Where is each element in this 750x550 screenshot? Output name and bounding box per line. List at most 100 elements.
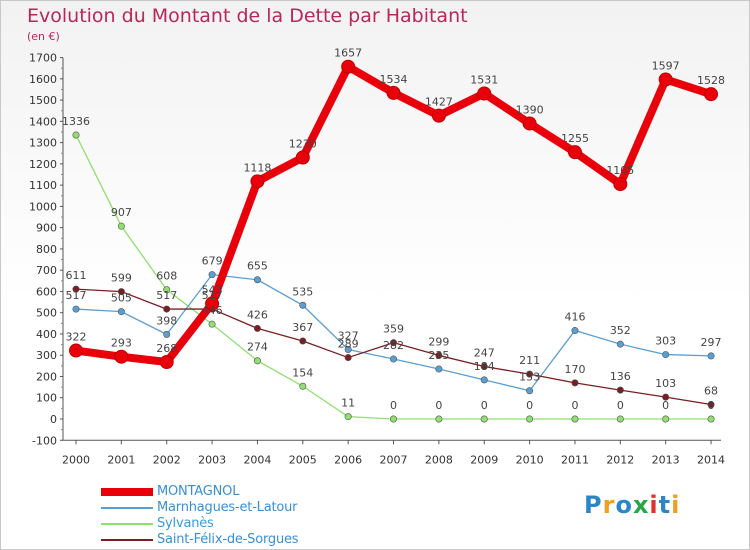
data-label: 0 <box>435 399 442 412</box>
data-point <box>250 174 265 189</box>
data-label: 103 <box>655 377 676 390</box>
logo-letter: i <box>649 491 659 519</box>
data-point <box>299 382 307 390</box>
proxiti-logo: Proxiti <box>584 491 680 519</box>
data-point <box>114 349 129 364</box>
logo-letter: i <box>671 491 681 519</box>
data-point <box>344 354 352 362</box>
data-point <box>658 72 673 87</box>
data-label: 0 <box>481 399 488 412</box>
data-point <box>117 222 125 230</box>
y-tick-label: 0 <box>50 413 57 426</box>
data-point <box>435 365 443 373</box>
data-point <box>616 386 624 394</box>
data-point <box>341 59 356 74</box>
data-label: 359 <box>383 323 404 336</box>
data-point <box>72 285 80 293</box>
y-tick-label: 1500 <box>29 94 57 107</box>
x-tick-label: 2000 <box>62 453 90 466</box>
data-label: 535 <box>292 285 313 298</box>
x-tick-label: 2009 <box>470 453 498 466</box>
data-point <box>616 415 624 423</box>
x-tick-label: 2007 <box>380 453 408 466</box>
data-label: 1597 <box>652 59 680 72</box>
data-label: 274 <box>247 341 268 354</box>
data-label: 517 <box>66 289 87 302</box>
data-label: 0 <box>390 399 397 412</box>
data-label: 184 <box>474 360 495 373</box>
data-label: 154 <box>292 366 313 379</box>
data-label: 1531 <box>470 74 498 87</box>
data-point <box>435 351 443 359</box>
data-point <box>163 305 171 313</box>
data-label: 327 <box>338 329 359 342</box>
y-tick-label: 1100 <box>29 179 57 192</box>
data-label: 426 <box>247 308 268 321</box>
data-label: 268 <box>156 342 177 355</box>
data-point <box>117 308 125 316</box>
data-point <box>480 362 488 370</box>
data-label: 1255 <box>561 132 589 145</box>
data-point <box>435 415 443 423</box>
legend-swatch <box>101 488 153 496</box>
x-tick-label: 2003 <box>198 453 226 466</box>
legend-label: Sylvanès <box>157 516 214 531</box>
data-label: 517 <box>202 289 223 302</box>
data-label: 322 <box>66 331 87 344</box>
data-label: 1230 <box>289 138 317 151</box>
y-tick-label: 200 <box>36 370 57 383</box>
logo-letter: x <box>632 491 650 519</box>
data-point <box>707 352 715 360</box>
y-tick-label: 100 <box>36 392 57 405</box>
data-label: 543 <box>202 284 223 297</box>
axes: -100010020030040050060070080090010001100… <box>29 52 725 467</box>
x-tick-label: 2011 <box>561 453 589 466</box>
data-label: 655 <box>247 260 268 273</box>
x-tick-label: 2012 <box>606 453 634 466</box>
data-labels: 322 293 268 543 1118 1230 1657 1534 1427 1531 1390… <box>62 47 725 412</box>
legend-swatch <box>101 539 153 541</box>
data-point <box>571 415 579 423</box>
y-tick-label: 1300 <box>29 137 57 150</box>
x-tick-label: 2008 <box>425 453 453 466</box>
logo-letter: t <box>658 491 672 519</box>
data-point <box>205 296 220 311</box>
data-label: 282 <box>383 339 404 352</box>
data-point <box>480 415 488 423</box>
data-label: 505 <box>111 292 132 305</box>
logo-letter: o <box>615 491 633 519</box>
data-label: 416 <box>564 311 585 324</box>
data-label: 297 <box>701 336 722 349</box>
legend-swatch <box>101 507 153 509</box>
data-label: 1534 <box>380 73 408 86</box>
x-tick-label: 2005 <box>289 453 317 466</box>
data-point <box>707 415 715 423</box>
data-label: 289 <box>338 338 359 351</box>
y-tick-label: 1200 <box>29 158 57 171</box>
y-tick-label: -100 <box>32 434 57 447</box>
data-label: 1390 <box>516 103 544 116</box>
data-label: 0 <box>617 399 624 412</box>
data-point <box>299 301 307 309</box>
data-label: 303 <box>655 335 676 348</box>
data-point <box>208 320 216 328</box>
data-label: 907 <box>111 206 132 219</box>
data-point <box>253 276 261 284</box>
data-point <box>571 327 579 335</box>
data-label: 235 <box>428 349 449 362</box>
data-label: 599 <box>111 272 132 285</box>
data-point <box>117 288 125 296</box>
data-point <box>477 86 492 101</box>
data-point <box>253 324 261 332</box>
data-label: 211 <box>519 354 540 367</box>
data-label: 299 <box>428 335 449 348</box>
data-label: 398 <box>156 314 177 327</box>
y-tick-label: 1700 <box>29 52 57 65</box>
y-tick-label: 400 <box>36 328 57 341</box>
data-point <box>707 401 715 409</box>
data-point <box>386 85 401 100</box>
data-label: 1105 <box>606 164 634 177</box>
data-point <box>431 108 446 123</box>
